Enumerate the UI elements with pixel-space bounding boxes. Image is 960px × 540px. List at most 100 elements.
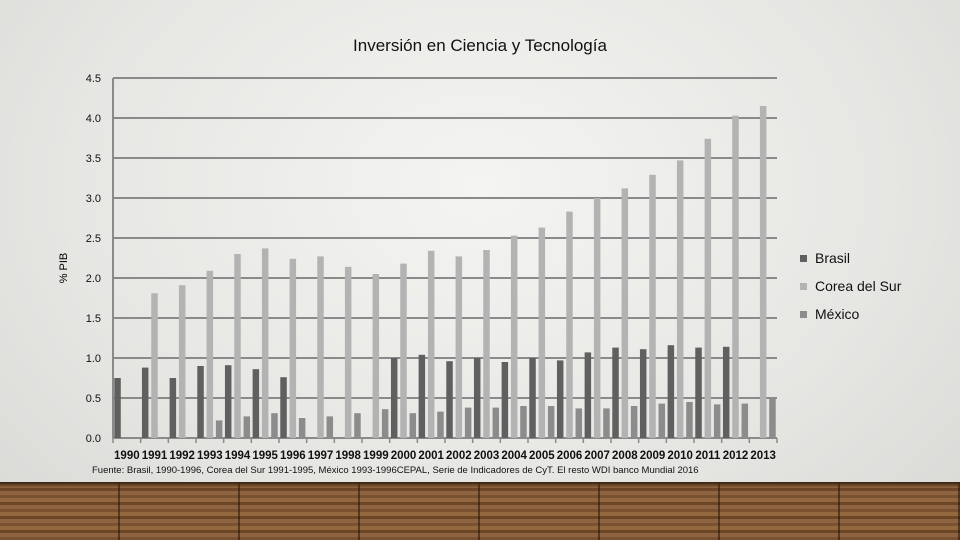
x-tick-label: 1992 [169, 450, 195, 462]
bar-corea-del-sur [759, 106, 767, 438]
bar-méxico [326, 416, 334, 438]
bar-brasil [667, 345, 675, 438]
x-tick-label: 2005 [529, 450, 555, 462]
chart-title: Inversión en Ciencia y Tecnología [353, 36, 607, 55]
x-tick-label: 2008 [612, 450, 638, 462]
x-tick-label: 2013 [750, 450, 776, 462]
y-tick-label: 3.0 [86, 193, 101, 205]
bar-brasil [584, 352, 592, 438]
bar-brasil [612, 347, 619, 438]
x-tick-label: 2006 [557, 450, 583, 462]
bar-corea-del-sur [621, 188, 629, 438]
y-tick-label: 0.5 [86, 393, 101, 405]
bar-corea-del-sur [206, 270, 214, 438]
x-tick-label: 1997 [308, 450, 334, 462]
bar-brasil [446, 361, 453, 438]
bar-corea-del-sur [234, 254, 241, 438]
x-tick-label: 2012 [723, 450, 749, 462]
bar-brasil [390, 358, 398, 438]
bar-méxico [381, 409, 389, 438]
bar-méxico [769, 398, 776, 438]
bar-brasil [197, 366, 204, 438]
bar-corea-del-sur [704, 138, 712, 439]
bar-brasil [695, 347, 702, 438]
x-tick-label: 1998 [335, 450, 361, 462]
legend-item: México [800, 306, 859, 322]
bar-brasil [529, 358, 536, 438]
source-note: Fuente: Brasil, 1990-1996, Corea del Sur… [92, 465, 699, 476]
bar-méxico [575, 408, 583, 438]
bar-méxico [658, 403, 666, 438]
bar-méxico [547, 406, 555, 438]
bar-méxico [298, 418, 306, 438]
legend-swatch [800, 282, 807, 290]
bar-méxico [603, 408, 610, 438]
x-tick-label: 2011 [695, 450, 721, 462]
bar-méxico [630, 406, 638, 438]
x-tick-label: 2010 [667, 450, 693, 462]
x-tick-label: 2003 [474, 450, 500, 462]
x-tick-label: 2002 [446, 450, 472, 462]
bar-méxico [354, 413, 361, 438]
x-tick-label: 1994 [225, 450, 251, 462]
x-tick-label: 2007 [584, 450, 610, 462]
y-tick-label: 1.0 [86, 353, 101, 365]
y-tick-label: 1.5 [86, 313, 101, 325]
bar-corea-del-sur [732, 115, 739, 438]
bar-brasil [501, 362, 509, 438]
legend-label: Corea del Sur [815, 278, 902, 294]
legend-swatch [800, 254, 807, 262]
bar-corea-del-sur [510, 235, 518, 438]
bar-brasil [114, 378, 121, 438]
legend-label: México [815, 306, 860, 322]
bar-brasil [473, 358, 481, 438]
bar-corea-del-sur [317, 256, 324, 438]
bar-corea-del-sur [261, 248, 269, 438]
bar-corea-del-sur [455, 256, 463, 438]
bar-méxico [686, 402, 693, 438]
bar-méxico [409, 413, 417, 438]
bar-corea-del-sur [344, 266, 352, 438]
bar-corea-del-sur [566, 211, 573, 438]
x-tick-label: 1995 [252, 450, 278, 462]
bar-brasil [169, 378, 177, 438]
bar-corea-del-sur [483, 250, 490, 438]
wood-floor-background [0, 482, 960, 540]
x-tick-label: 1991 [142, 450, 168, 462]
bar-corea-del-sur [289, 258, 297, 438]
y-tick-label: 3.5 [86, 153, 101, 165]
y-tick-label: 2.0 [86, 273, 101, 285]
y-tick-label: 2.5 [86, 233, 101, 245]
legend-swatch [800, 310, 807, 318]
bar-brasil [556, 360, 564, 438]
x-tick-label: 2000 [391, 450, 417, 462]
bar-méxico [520, 406, 527, 438]
y-tick-label: 4.0 [86, 113, 101, 125]
bar-méxico [741, 403, 749, 438]
bar-méxico [215, 420, 223, 438]
bar-brasil [224, 365, 232, 438]
legend-item: Corea del Sur [800, 278, 901, 294]
bar-méxico [243, 416, 251, 438]
bar-brasil [418, 354, 426, 438]
bar-corea-del-sur [178, 285, 186, 438]
y-tick-label: 0.0 [86, 433, 101, 445]
bar-corea-del-sur [538, 227, 546, 438]
bar-corea-del-sur [649, 174, 656, 439]
bar-méxico [464, 407, 472, 438]
bar-méxico [713, 404, 721, 438]
bar-brasil [722, 346, 730, 438]
bar-corea-del-sur [593, 198, 601, 438]
bar-méxico [492, 407, 500, 438]
legend-item: Brasil [800, 250, 850, 266]
x-tick-label: 2009 [640, 450, 666, 462]
bar-brasil [280, 377, 287, 438]
x-tick-label: 1996 [280, 450, 306, 462]
y-tick-label: 4.5 [86, 73, 101, 85]
x-tick-label: 1993 [197, 450, 223, 462]
bar-brasil [141, 367, 149, 438]
bar-méxico [271, 413, 278, 438]
x-tick-label: 1999 [363, 450, 389, 462]
x-tick-label: 2004 [501, 450, 527, 462]
